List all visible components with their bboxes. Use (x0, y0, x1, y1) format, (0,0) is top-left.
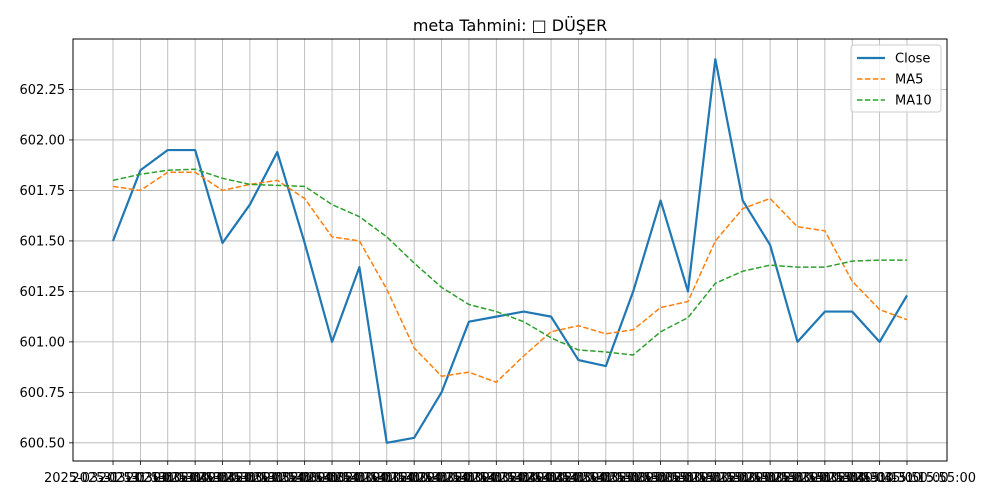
legend-label: MA10 (895, 94, 932, 109)
series-line-ma5 (112, 171, 908, 383)
x-tick-label: 2025-03-31 15:10:00 (592, 471, 730, 486)
chart-title: meta Tahmini: □ DÜŞER (413, 16, 607, 35)
series-lines (111, 58, 908, 444)
x-tick-label: 2025-03-31 14:15:00 (290, 471, 428, 486)
x-tick-label: 2025-03-31 15:05:00 (564, 471, 702, 486)
x-tick-label: 2025-03-31 15:00:00 (537, 471, 675, 486)
x-tick-label: 2025-03-31 14:45:00 (455, 471, 593, 486)
x-tick-label: 2025-03-31 13:55:00 (181, 471, 319, 486)
y-axis: 600.50 600.75 601.00 601.25 601.50 601.75 602.… (20, 83, 73, 451)
x-tick-label: 2025-03-31 15:30:00 (701, 471, 839, 486)
x-tick-label: 2025-03-31 15:20:00 (646, 471, 784, 486)
y-tick-label: 600.75 (20, 386, 66, 401)
x-tick-label: 2025-03-31 13:50:00 (153, 471, 291, 486)
series-line-ma10 (112, 168, 907, 356)
legend: Close MA5 MA10 (850, 44, 942, 113)
x-tick-label: 2025-03-31 14:50:00 (482, 471, 620, 486)
y-tick-label: 600.50 (20, 436, 66, 451)
legend-box (850, 44, 942, 113)
x-tick-label: 2025-03-31 15:15:00 (619, 471, 757, 486)
x-tick-label: 2025-03-31 14:05:00 (236, 471, 374, 486)
legend-label: Close (895, 52, 930, 67)
y-tick-label: 601.75 (20, 184, 66, 199)
x-tick-label: 2025-03-31 13:30:00 (44, 471, 182, 486)
y-tick-label: 601.25 (20, 285, 66, 300)
x-tick-label: 2025-03-31 14:40:00 (427, 471, 565, 486)
x-tick-label: 2025-03-31 14:10:00 (263, 471, 401, 486)
grid-lines (73, 39, 947, 461)
x-tick-label: 2025-03-31 15:45:00 (783, 471, 921, 486)
plot-area (72, 38, 948, 462)
y-tick-label: 602.00 (20, 133, 66, 148)
x-tick-label: 2025-03-31 14:35:00 (400, 471, 538, 486)
x-tick-label: 2025-03-31 14:25:00 (345, 471, 483, 486)
x-tick-label: 2025-03-31 13:35:00 (71, 471, 209, 486)
x-tick-label: 2025-03-31 14:00:00 (208, 471, 346, 486)
x-tick-label: 2025-03-31 13:40:00 (99, 471, 237, 486)
x-tick-label: 2025-03-31 14:55:00 (509, 471, 647, 486)
x-tick-label: 2025-03-31 15:55:00 (838, 471, 976, 486)
y-tick-label: 601.00 (20, 335, 66, 350)
x-tick-label: 2025-03-31 15:35:00 (728, 471, 866, 486)
x-tick-label: 2025-03-31 15:25:00 (674, 471, 812, 486)
x-tick-label: 2025-03-31 15:40:00 (756, 471, 894, 486)
y-tick-label: 601.50 (20, 234, 66, 249)
legend-label: MA5 (895, 73, 923, 88)
y-tick-label: 602.25 (20, 83, 66, 98)
x-tick-label: 2025-03-31 13:45:00 (126, 471, 264, 486)
series-line-close (111, 58, 908, 444)
x-tick-label: 2025-03-31 14:20:00 (318, 471, 456, 486)
x-tick-label: 2025-03-31 14:30:00 (373, 471, 511, 486)
x-tick-label: 2025-03-31 15:50:00 (811, 471, 949, 486)
